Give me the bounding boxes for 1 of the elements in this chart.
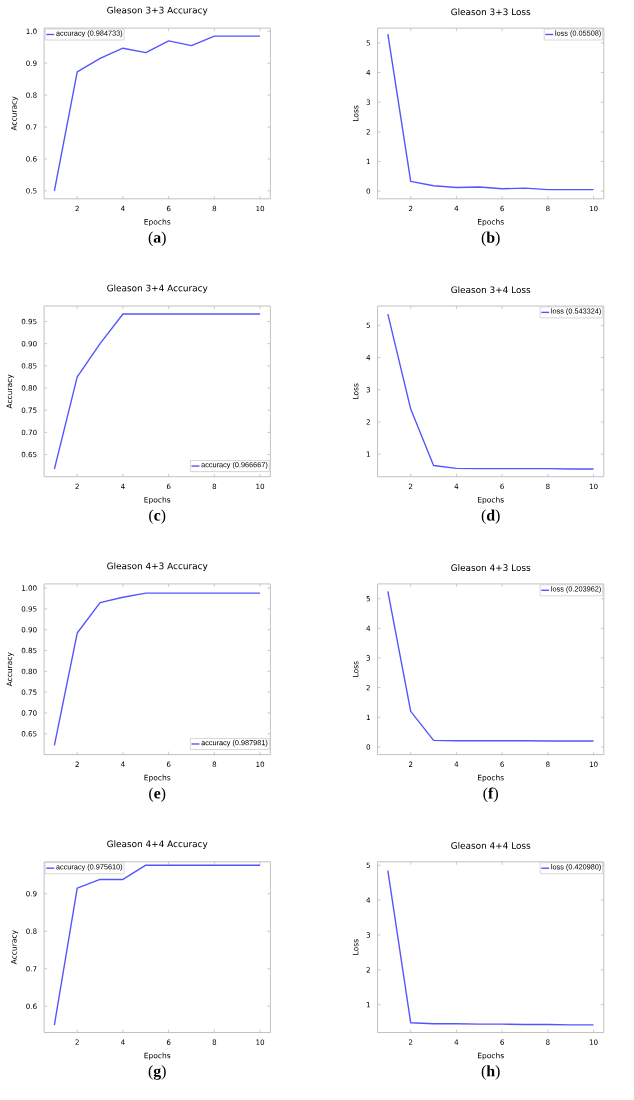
line-series [387,869,595,1026]
